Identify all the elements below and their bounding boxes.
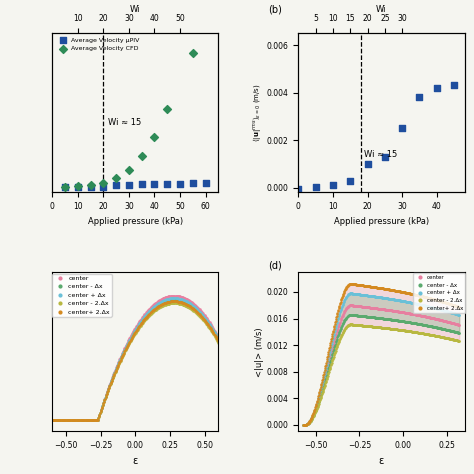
Point (294, 185, 302, 192)
Point (346, 177, 354, 184)
Legend: center, center - Δx, center + Δx, center - 2.Δx, center+ 2.Δx: center, center - Δx, center + Δx, center… (52, 273, 112, 317)
Text: Wi ≈ 15: Wi ≈ 15 (364, 150, 397, 159)
Average Velocity CFD (112, 175, 120, 182)
Average Velocity μPIV (176, 180, 184, 188)
X-axis label: Applied pressure (kPa): Applied pressure (kPa) (88, 217, 183, 226)
Average Velocity CFD (74, 182, 82, 190)
Text: (b): (b) (268, 4, 282, 15)
Average Velocity CFD (189, 49, 197, 56)
Text: (d): (d) (268, 261, 282, 271)
Average Velocity μPIV (100, 183, 107, 191)
X-axis label: Applied pressure (kPa): Applied pressure (kPa) (334, 217, 429, 226)
Average Velocity μPIV (87, 183, 94, 191)
X-axis label: ε: ε (133, 456, 138, 465)
Legend: Average Velocity μPIV, Average Velocity CFD: Average Velocity μPIV, Average Velocity … (55, 36, 140, 53)
X-axis label: Wi: Wi (376, 5, 387, 14)
Legend: center, center - Δx, center + Δx, center - 2.Δx, center+ 2.Δx: center, center - Δx, center + Δx, center… (413, 273, 465, 313)
Average Velocity μPIV (202, 179, 210, 186)
Average Velocity CFD (100, 179, 107, 186)
X-axis label: Wi: Wi (130, 5, 140, 14)
Average Velocity CFD (61, 183, 69, 191)
Y-axis label: $\langle|\mathbf{u}|^{rms}\rangle_{\varepsilon=0}$ (m/s): $\langle|\mathbf{u}|^{rms}\rangle_{\vare… (252, 83, 264, 142)
Y-axis label: <|u|> (m/s): <|u|> (m/s) (255, 327, 264, 376)
Average Velocity μPIV (151, 180, 158, 188)
Point (416, 93, 423, 101)
Average Velocity CFD (151, 133, 158, 140)
X-axis label: ε: ε (379, 456, 384, 465)
Average Velocity μPIV (189, 179, 197, 186)
Text: Wi ≈ 15: Wi ≈ 15 (109, 118, 142, 128)
Average Velocity μPIV (112, 182, 120, 189)
Point (450, 82, 458, 89)
Average Velocity μPIV (164, 180, 171, 188)
Average Velocity CFD (164, 105, 171, 112)
Average Velocity CFD (125, 166, 133, 174)
Point (364, 160, 371, 168)
Point (433, 84, 441, 91)
Average Velocity μPIV (138, 180, 146, 188)
Average Velocity μPIV (125, 182, 133, 189)
Average Velocity CFD (138, 152, 146, 160)
Point (398, 125, 406, 132)
Point (312, 182, 319, 190)
Point (329, 182, 337, 189)
Average Velocity μPIV (74, 183, 82, 191)
Average Velocity CFD (87, 182, 94, 189)
Average Velocity μPIV (61, 183, 69, 191)
Point (381, 153, 389, 161)
